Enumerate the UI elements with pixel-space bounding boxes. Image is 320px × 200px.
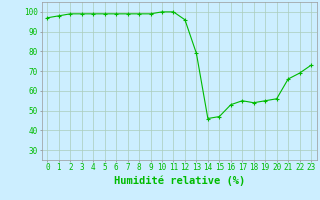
X-axis label: Humidité relative (%): Humidité relative (%) bbox=[114, 175, 245, 186]
